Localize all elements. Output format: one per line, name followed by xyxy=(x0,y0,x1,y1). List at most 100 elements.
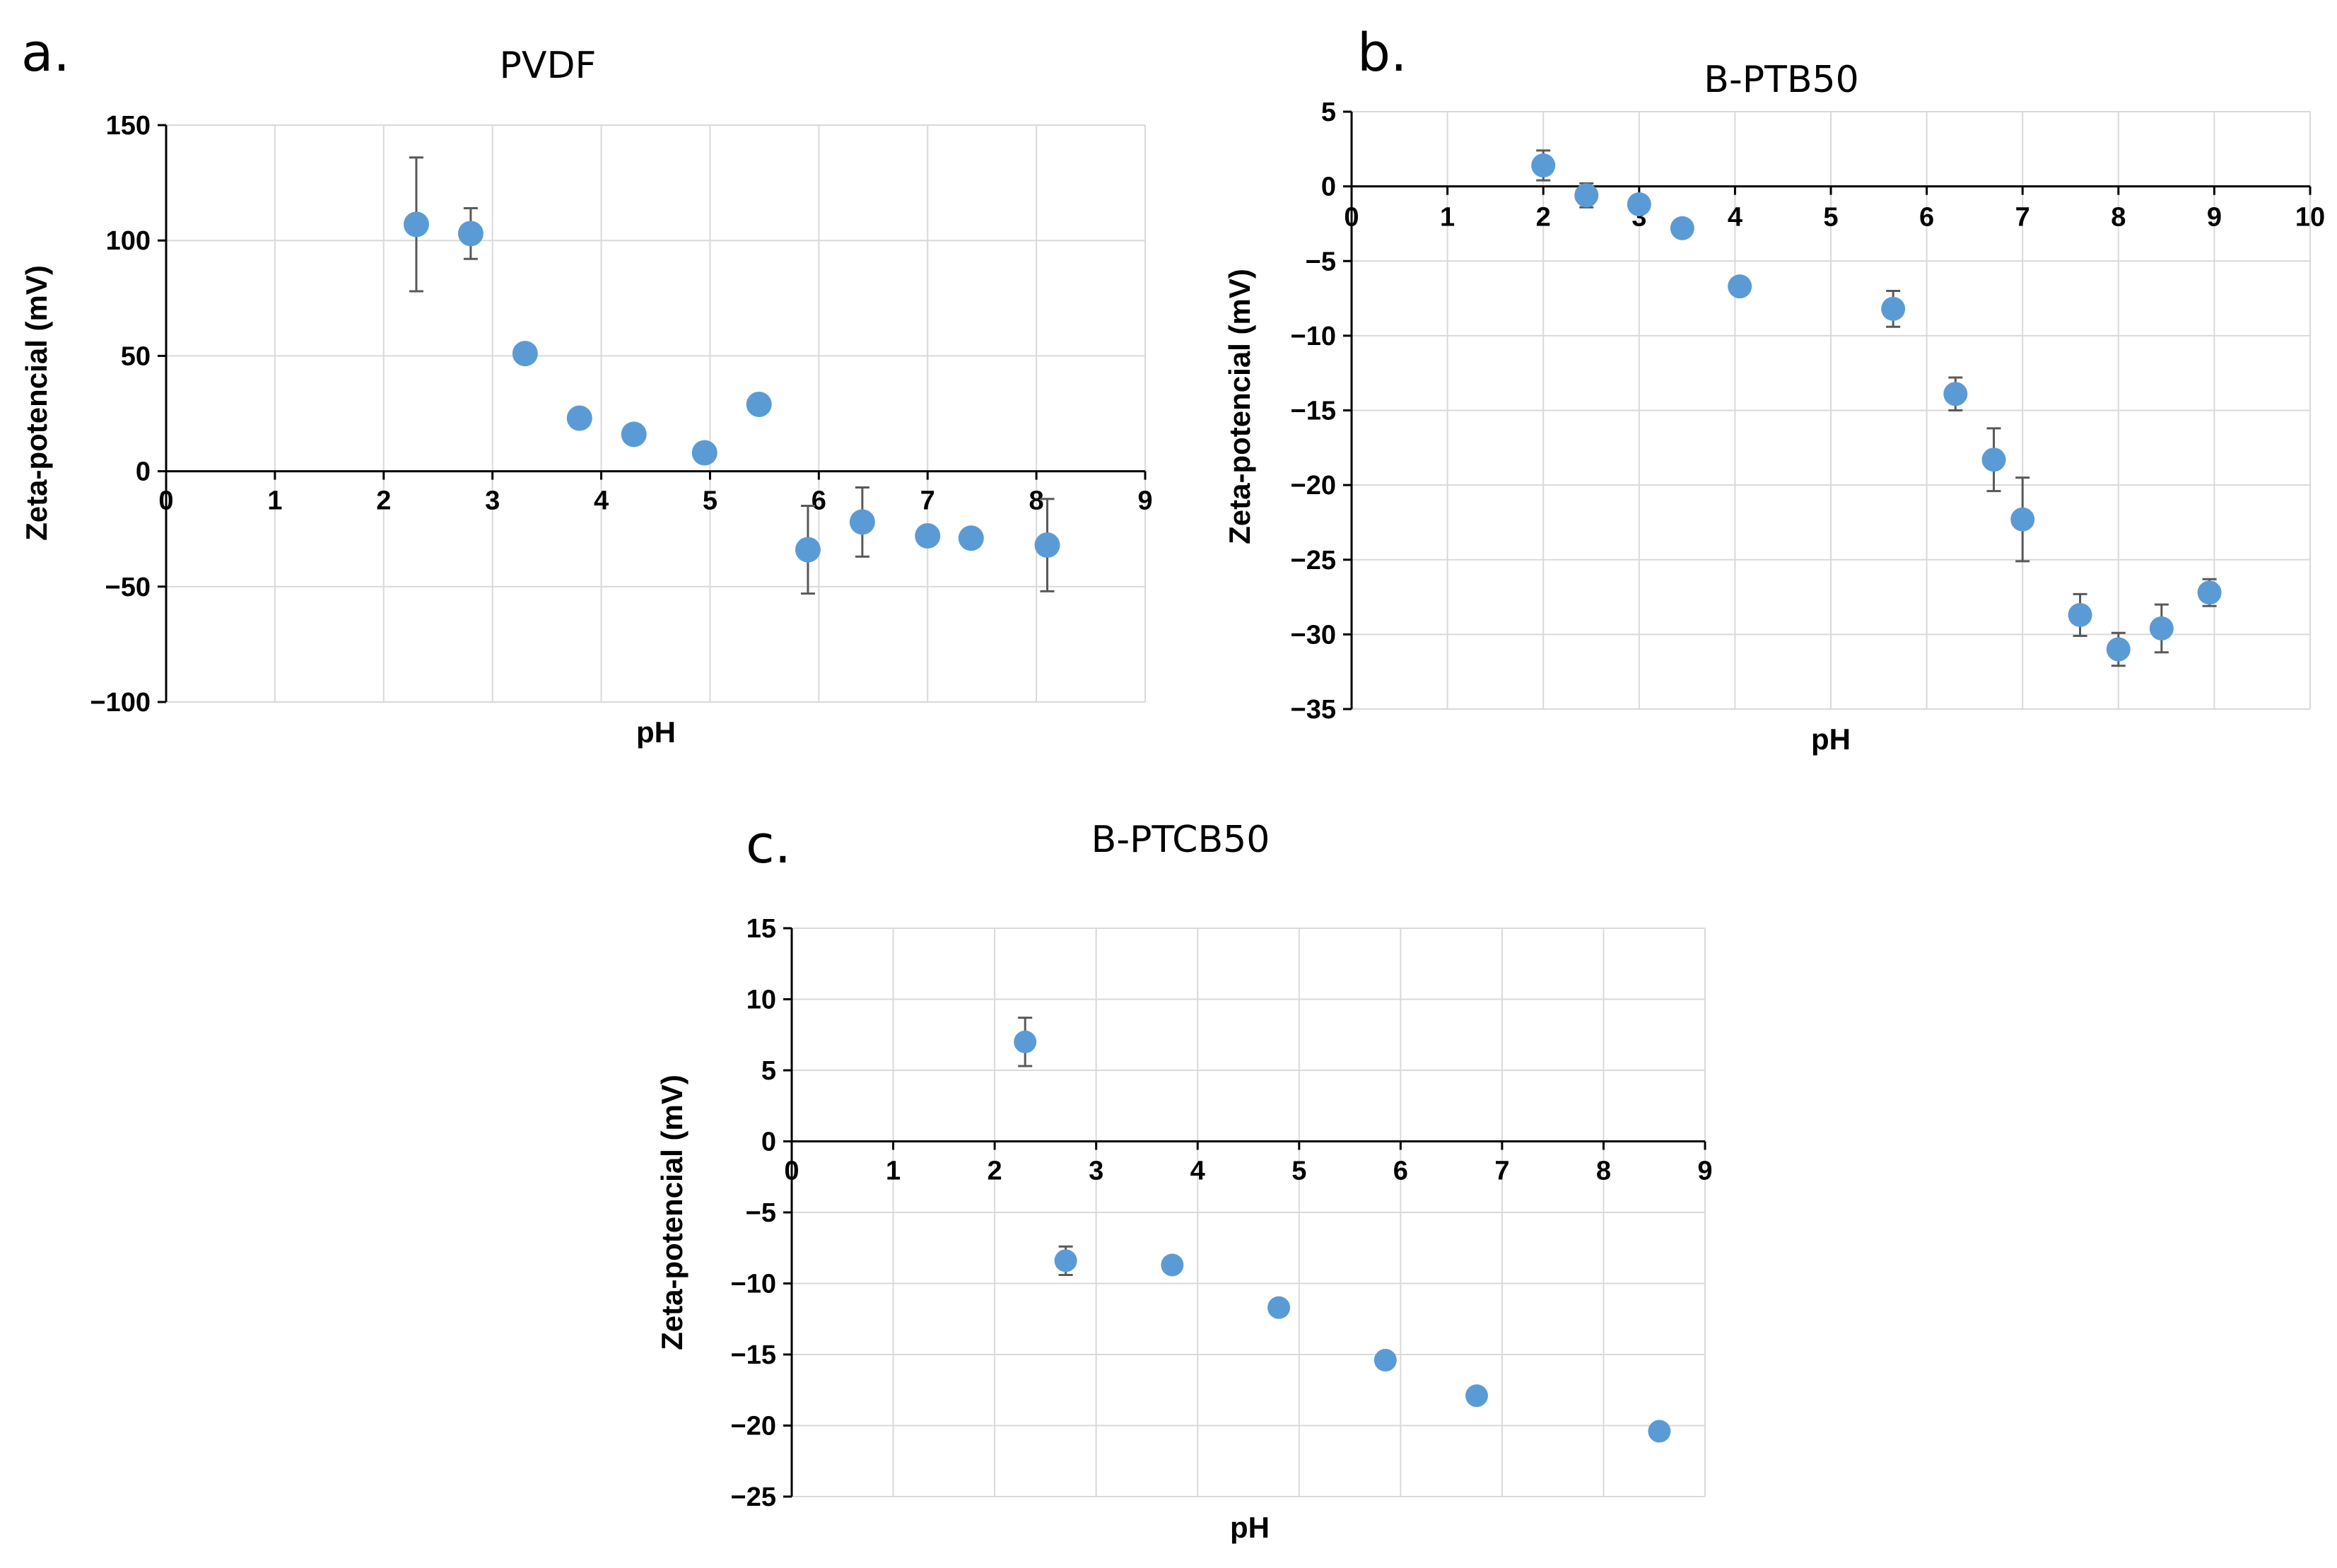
data-point-b xyxy=(2197,580,2222,605)
y-tick-label-c: 10 xyxy=(746,985,776,1015)
data-point-b xyxy=(1881,296,1906,321)
chart-title-b: B-PTB50 xyxy=(1704,59,1858,101)
panel-letter-c: c. xyxy=(746,814,791,875)
y-tick-label-b: −10 xyxy=(1291,322,1336,351)
axes-c xyxy=(783,927,1706,1498)
x-tick-label-b: 4 xyxy=(1728,203,1742,233)
x-tick-label-a: 5 xyxy=(703,486,718,516)
x-tick-label-a: 6 xyxy=(812,486,826,516)
x-tick-label-c: 9 xyxy=(1697,1157,1712,1186)
data-point-a xyxy=(512,341,538,367)
x-tick-label-a: 9 xyxy=(1137,486,1152,516)
data-point-b xyxy=(2068,602,2092,627)
data-point-b xyxy=(1574,183,1599,208)
chart-title-a: PVDF xyxy=(500,45,597,87)
x-axis-label-a: pH xyxy=(636,715,676,749)
x-ticks-c: 0 1 2 3 4 5 6 7 8 9 xyxy=(784,1157,1712,1186)
data-point-b xyxy=(1627,192,1651,216)
data-point-a xyxy=(566,405,592,431)
y-tick-label-a: −50 xyxy=(105,573,151,602)
x-tick-label-c: 4 xyxy=(1190,1157,1205,1186)
panel-letter-b: b. xyxy=(1357,23,1407,83)
data-point-b xyxy=(1670,216,1694,240)
x-tick-label-b: 1 xyxy=(1440,203,1455,233)
x-ticks-b: 0 1 2 3 4 5 6 7 8 9 10 xyxy=(1344,203,2325,233)
x-tick-label-b: 10 xyxy=(2295,203,2325,233)
x-axis-label-b: pH xyxy=(1811,722,1851,756)
chart-panel-b: b. B-PTB50 pH Zeta-potencial (mV) 5 0 −5 −1… xyxy=(1223,23,2325,756)
x-tick-label-a: 0 xyxy=(158,486,173,516)
data-point-a xyxy=(958,525,984,551)
y-tick-label-c: −5 xyxy=(746,1198,776,1228)
x-tick-label-c: 6 xyxy=(1393,1157,1408,1186)
x-axis-label-c: pH xyxy=(1230,1511,1270,1544)
x-tick-label-a: 3 xyxy=(485,486,500,516)
x-tick-label-c: 8 xyxy=(1596,1157,1611,1186)
y-tick-label-b: 5 xyxy=(1321,98,1336,127)
data-point-a xyxy=(403,211,429,238)
y-tick-label-b: −20 xyxy=(1291,471,1336,501)
x-tick-label-b: 8 xyxy=(2111,203,2126,233)
y-tick-label-c: −25 xyxy=(731,1482,776,1512)
x-tick-label-c: 5 xyxy=(1292,1157,1306,1186)
y-axis-label-a: Zeta-potencial (mV) xyxy=(20,265,53,541)
data-point-b xyxy=(1943,382,1968,406)
data-point-b xyxy=(1531,153,1556,178)
x-tick-label-a: 2 xyxy=(376,486,391,516)
y-ticks-b: 5 0 −5 −10 −15 −20 −25 −30 −35 xyxy=(1291,98,1336,725)
data-point-a xyxy=(457,221,484,247)
y-tick-label-b: −30 xyxy=(1291,620,1336,650)
y-tick-label-c: −15 xyxy=(731,1340,776,1370)
data-point-c xyxy=(1374,1349,1397,1372)
x-tick-label-c: 0 xyxy=(784,1157,799,1186)
data-point-c xyxy=(1648,1420,1671,1443)
data-point-b xyxy=(2106,637,2131,662)
axes-b xyxy=(1343,110,2312,710)
y-tick-label-a: 0 xyxy=(136,457,151,487)
x-tick-label-a: 4 xyxy=(594,486,609,516)
x-tick-label-c: 3 xyxy=(1089,1157,1103,1186)
x-tick-label-b: 0 xyxy=(1344,203,1359,233)
x-tick-label-c: 7 xyxy=(1494,1157,1509,1186)
data-point-c xyxy=(1465,1384,1488,1408)
data-point-b xyxy=(2149,616,2174,640)
chart-panel-a: a. PVDF pH Zeta-potencial (mV) 150100500… xyxy=(20,23,1153,749)
x-tick-label-c: 1 xyxy=(886,1157,901,1186)
x-tick-label-b: 9 xyxy=(2207,203,2222,233)
axes-a xyxy=(158,124,1147,703)
y-tick-label-a: 50 xyxy=(121,341,151,371)
y-tick-label-b: −25 xyxy=(1291,546,1336,575)
chart-title-c: B-PTCB50 xyxy=(1091,819,1270,861)
x-tick-label-b: 6 xyxy=(1919,203,1934,233)
y-tick-label-b: 0 xyxy=(1321,172,1336,202)
x-tick-label-a: 1 xyxy=(267,486,282,516)
y-tick-label-c: 5 xyxy=(761,1056,776,1086)
x-tick-label-a: 8 xyxy=(1029,486,1044,516)
x-tick-label-a: 7 xyxy=(920,486,935,516)
y-ticks-c: 15 10 5 0 −5 −10 −15 −20 −25 xyxy=(731,914,776,1512)
data-point-a xyxy=(691,440,718,466)
data-point-c xyxy=(1014,1030,1037,1053)
chart-panel-c: c. B-PTCB50 pH Zeta-potencial (mV) 15105… xyxy=(655,814,1713,1544)
data-point-b xyxy=(1981,447,2006,472)
grid-lines-a xyxy=(165,124,1146,703)
data-point-b xyxy=(2010,507,2035,532)
x-tick-label-c: 2 xyxy=(988,1157,1002,1186)
data-point-a xyxy=(746,391,772,417)
y-tick-label-b: −15 xyxy=(1291,397,1336,426)
y-tick-label-a: 150 xyxy=(106,111,151,141)
x-tick-label-b: 7 xyxy=(2015,203,2030,233)
y-tick-label-b: −35 xyxy=(1291,695,1336,725)
data-points-a xyxy=(403,156,1060,595)
y-axis-label-c: Zeta-potencial (mV) xyxy=(655,1075,689,1350)
y-tick-label-a: −100 xyxy=(90,688,151,718)
data-points-b xyxy=(1531,149,2222,667)
panel-letter-a: a. xyxy=(21,23,70,83)
grid-lines-c xyxy=(791,928,1706,1497)
data-points-c xyxy=(1014,1017,1671,1443)
x-tick-label-b: 5 xyxy=(1823,203,1838,233)
data-point-c xyxy=(1267,1296,1291,1319)
y-tick-label-c: 15 xyxy=(746,914,776,944)
y-ticks-a: 150 100 50 0 −50 −100 xyxy=(90,111,151,718)
x-tick-label-b: 2 xyxy=(1536,203,1551,233)
